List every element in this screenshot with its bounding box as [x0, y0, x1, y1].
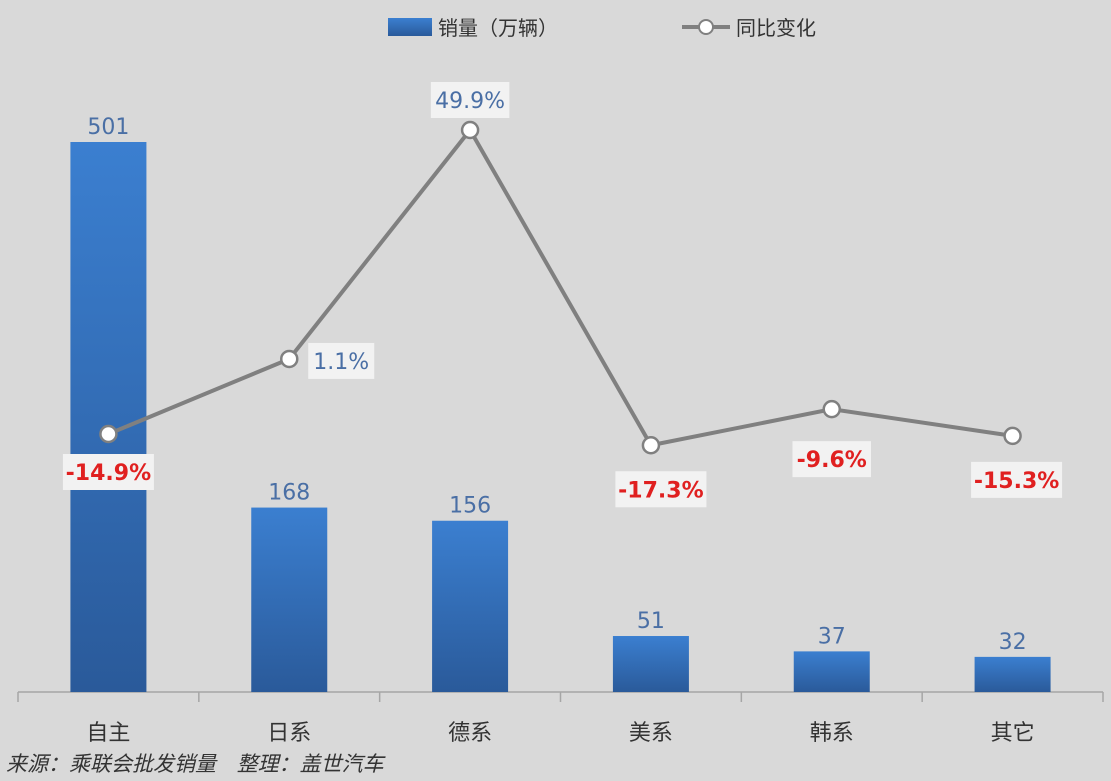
bar	[793, 651, 870, 692]
line-value-label: -15.3%	[974, 469, 1059, 494]
line-label-box	[792, 441, 871, 478]
legend-bar-label: 销量（万辆）	[438, 16, 558, 40]
bar	[251, 507, 328, 692]
line-point	[822, 399, 841, 419]
x-tick-label: 韩系	[810, 721, 854, 746]
legend: 销量（万辆） 同比变化	[388, 16, 816, 40]
x-tick-label: 日系	[267, 721, 311, 746]
x-axis	[17, 691, 1104, 702]
bar-value-label: 37	[818, 624, 846, 649]
x-tick-label: 其它	[991, 721, 1035, 746]
line-series: -14.9% 1.1% 49.9% -17.3% -9.6% -15.3%	[62, 82, 1063, 508]
source-note: 来源：乘联会批发销量	[6, 752, 216, 776]
bar	[612, 636, 689, 692]
bar-value-label: 168	[268, 481, 310, 506]
editor-note: 整理：盖世汽车	[236, 752, 384, 776]
bar-value-labels: 501 168 156 51 37 32	[87, 115, 1026, 655]
legend-line-marker	[698, 19, 714, 35]
line-point	[460, 120, 480, 140]
line-value-label: -17.3%	[618, 478, 703, 503]
line-label-box	[615, 471, 707, 508]
line-label-box	[971, 461, 1063, 498]
line-value-label: 1.1%	[313, 350, 369, 375]
bar	[974, 656, 1051, 692]
bar-value-label: 501	[87, 115, 129, 140]
line-point	[99, 424, 118, 444]
line-value-label: -14.9%	[66, 461, 151, 486]
line-label-box	[308, 342, 375, 379]
bar	[432, 520, 509, 692]
x-tick-label: 美系	[629, 721, 673, 746]
x-tick-labels: 自主 日系 德系 美系 韩系 其它	[86, 721, 1034, 746]
x-tick-label: 自主	[86, 721, 130, 746]
line-value-label: 49.9%	[435, 89, 505, 114]
legend-bar-swatch	[388, 18, 432, 36]
bar-value-label: 51	[637, 609, 665, 634]
bar-series	[70, 142, 1051, 692]
line-path	[107, 126, 1013, 448]
line-label-box	[62, 454, 154, 490]
bar-value-label: 32	[999, 630, 1027, 655]
footer: 来源：乘联会批发销量 整理：盖世汽车	[6, 748, 398, 778]
x-tick-label: 德系	[448, 721, 492, 746]
line-point	[1003, 426, 1022, 446]
line-point	[641, 436, 661, 455]
bar	[70, 142, 147, 692]
bar-value-label: 156	[449, 494, 491, 519]
chart: 销量（万辆） 同比变化 501 168 156 51 37 32 -14.9% 1.1% 49…	[17, 16, 1104, 746]
line-value-label: -9.6%	[797, 448, 867, 473]
line-point	[280, 349, 299, 369]
legend-line-label: 同比变化	[736, 16, 816, 40]
line-label-box	[430, 82, 510, 118]
